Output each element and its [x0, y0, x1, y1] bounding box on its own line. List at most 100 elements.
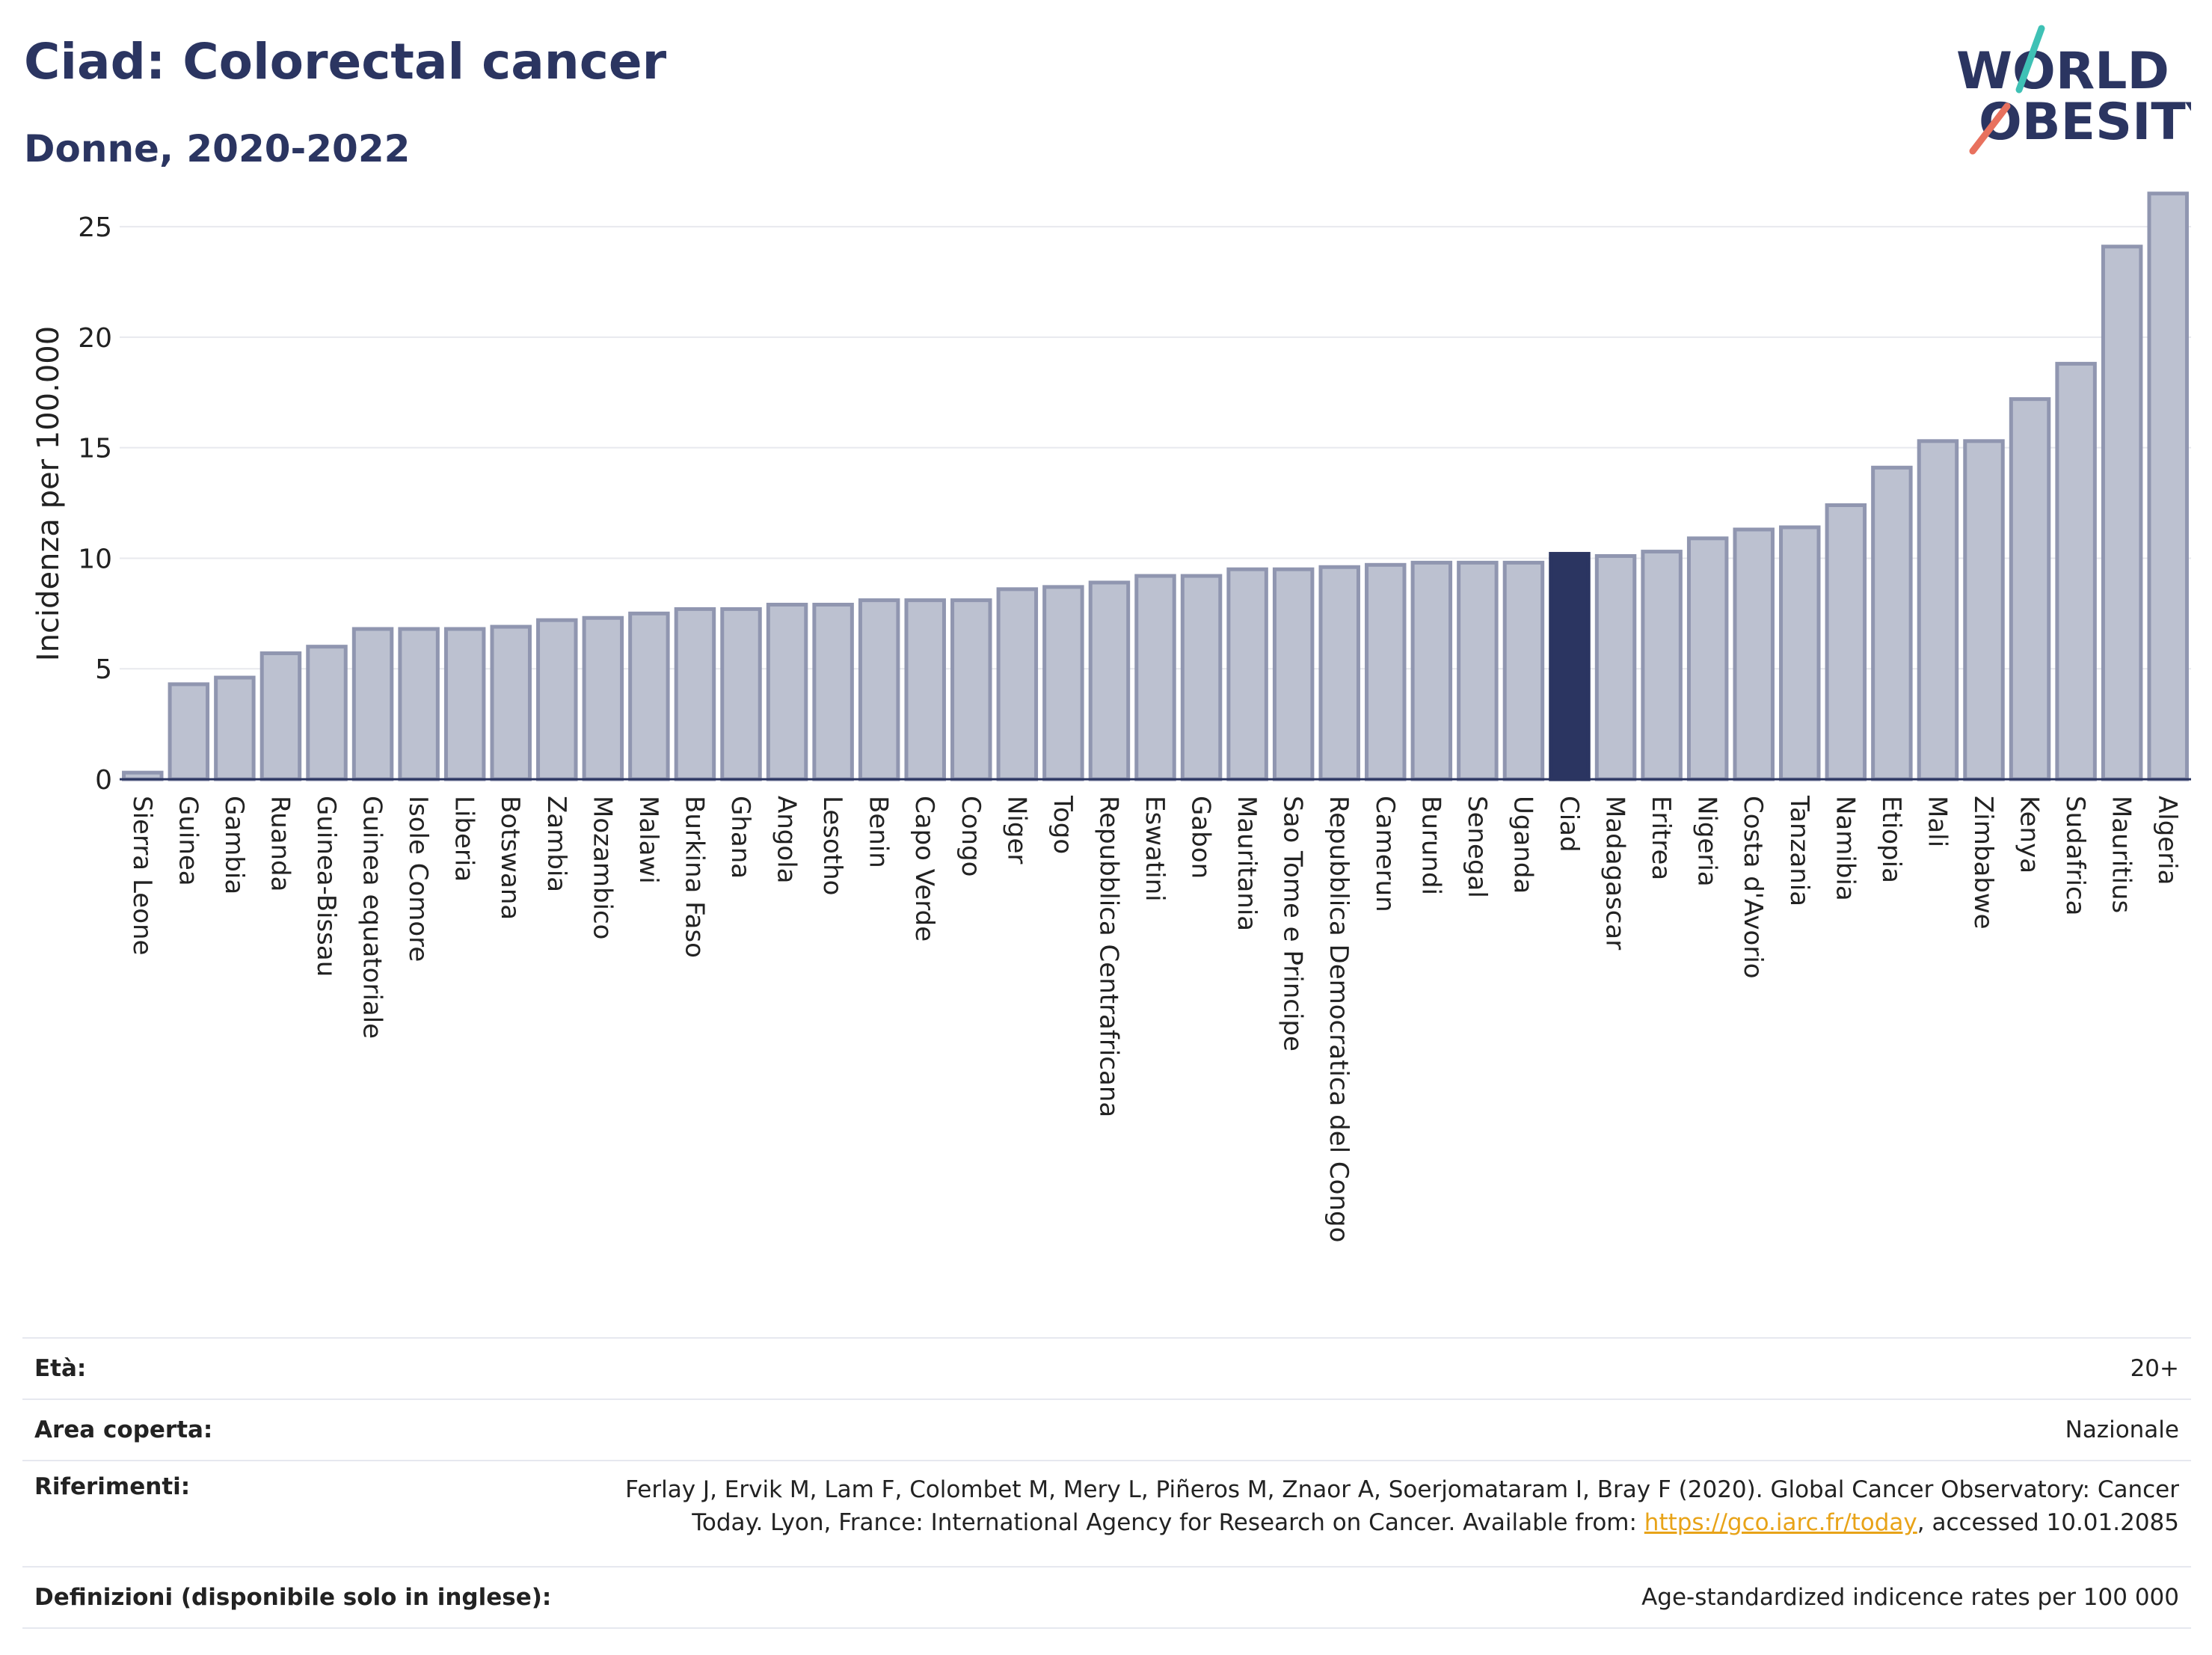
bar-mauritius — [2101, 245, 2143, 782]
bar-zambia — [536, 618, 578, 782]
x-tick-label: Angola — [772, 796, 802, 883]
info-row-age: Età: 20+ — [22, 1337, 2191, 1400]
age-label: Età: — [22, 1337, 577, 1400]
info-table: Età: 20+ Area coperta: Nazionale Riferim… — [22, 1337, 2191, 1629]
bar-malawi — [628, 611, 670, 782]
bar-capo-verde — [904, 598, 946, 782]
x-tick-label: Etiopia — [1876, 796, 1906, 883]
y-tick-label: 10 — [78, 544, 112, 574]
references-link[interactable]: https://gco.iarc.fr/today — [1644, 1509, 1917, 1536]
x-tick-label: Botswana — [495, 796, 525, 920]
x-tick-label: Guinea equatoriale — [357, 796, 387, 1039]
x-tick-label: Uganda — [1508, 796, 1537, 894]
x-tick-label: Guinea-Bissau — [311, 796, 341, 977]
x-tick-label: Sao Tome e Principe — [1278, 796, 1308, 1051]
bar-uganda — [1502, 560, 1545, 782]
world-obesity-logo: WORLD OBESITY — [1956, 25, 2191, 155]
bar-isole-comore — [398, 627, 440, 782]
bar-tanzania — [1779, 525, 1821, 782]
bar-ciad — [1549, 552, 1591, 782]
x-tick-label: Kenya — [2015, 796, 2044, 873]
definitions-value: Age-standardized indicence rates per 100… — [576, 1566, 2191, 1629]
x-tick-label: Burundi — [1416, 796, 1446, 895]
x-tick-label: Ciad — [1554, 796, 1584, 853]
logo-slash-teal — [2015, 25, 2045, 93]
bar-chart: 0 5 10 15 20 25 Sierra Leone Guinea Gambia Ruand… — [31, 191, 2191, 1242]
y-tick-label: 0 — [95, 765, 112, 796]
x-axis-labels: Sierra Leone Guinea Gambia Ruanda Guinea-Bis… — [127, 795, 2182, 1242]
bar-benin — [858, 598, 900, 782]
x-tick-label: Mauritius — [2107, 796, 2136, 913]
x-tick-label: Zimbabwe — [1968, 796, 1998, 930]
y-tick-label: 20 — [78, 323, 112, 354]
references-label: Riferimenti: — [22, 1460, 577, 1568]
x-tick-label: Repubblica Centrafricana — [1093, 796, 1123, 1117]
bar-repubblica-democratica-del-congo — [1318, 565, 1360, 782]
x-tick-label: Sudafrica — [2060, 796, 2090, 915]
bar-etiopia — [1871, 465, 1913, 782]
bar-eritrea — [1641, 550, 1683, 782]
x-tick-label: Gambia — [219, 796, 249, 894]
info-row-references: Riferimenti: Ferlay J, Ervik M, Lam F, C… — [22, 1460, 2191, 1568]
bars — [122, 191, 2189, 782]
bar-guinea-equatoriale — [351, 627, 394, 782]
bar-botswana — [490, 624, 532, 782]
bar-madagascar — [1594, 553, 1637, 782]
bar-costa-d-avorio — [1733, 527, 1775, 782]
bar-burundi — [1410, 560, 1453, 782]
bar-ghana — [720, 607, 762, 782]
bar-angola — [766, 603, 808, 782]
definitions-label: Definizioni (disponibile solo in inglese… — [22, 1566, 577, 1629]
bar-guinea-bissau — [306, 645, 348, 782]
bar-mali — [1917, 439, 1959, 782]
y-axis-title: Incidenza per 100.000 — [31, 326, 66, 661]
bar-algeria — [2147, 191, 2189, 782]
bar-eswatini — [1134, 574, 1176, 782]
bar-togo — [1042, 585, 1084, 782]
x-tick-label: Costa d'Avorio — [1738, 796, 1768, 979]
chart-subtitle: Donne, 2020-2022 — [24, 127, 411, 171]
bar-nigeria — [1686, 536, 1729, 782]
logo-word-1: WORLD — [1956, 42, 2169, 101]
bar-sudafrica — [2055, 361, 2097, 782]
bar-niger — [996, 587, 1039, 782]
x-tick-label: Burkina Faso — [679, 796, 709, 958]
x-tick-label: Liberia — [449, 796, 479, 882]
references-value: Ferlay J, Ervik M, Lam F, Colombet M, Me… — [576, 1460, 2191, 1568]
logo-word-2: OBESITY — [1979, 93, 2191, 152]
bar-namibia — [1825, 503, 1867, 782]
x-tick-label: Malawi — [633, 796, 663, 884]
bar-camerun — [1365, 562, 1407, 782]
x-tick-label: Benin — [864, 796, 894, 868]
x-tick-label: Ghana — [725, 796, 755, 879]
bar-kenya — [2009, 397, 2051, 782]
chart-title: Ciad: Colorectal cancer — [24, 33, 667, 90]
bar-guinea — [168, 682, 210, 782]
logo-slash-coral — [1969, 102, 2011, 155]
info-row-area: Area coperta: Nazionale — [22, 1398, 2191, 1461]
x-tick-label: Niger — [1001, 796, 1031, 864]
x-tick-label: Sierra Leone — [127, 796, 157, 955]
bar-senegal — [1457, 560, 1499, 782]
area-value: Nazionale — [576, 1398, 2191, 1461]
bar-sao-tome-e-principe — [1272, 567, 1315, 782]
x-tick-label: Capo Verde — [909, 796, 939, 942]
bar-mauritania — [1226, 567, 1268, 782]
x-tick-label: Lesotho — [817, 796, 847, 895]
y-tick-label: 25 — [78, 212, 112, 243]
bar-lesotho — [812, 603, 854, 782]
x-tick-label: Mozambico — [587, 796, 617, 939]
x-tick-label: Gabon — [1186, 796, 1216, 879]
bar-gambia — [214, 675, 256, 782]
x-tick-label: Congo — [956, 796, 986, 876]
x-tick-label: Ruanda — [265, 796, 295, 891]
x-tick-label: Camerun — [1370, 796, 1400, 912]
x-tick-label: Guinea — [173, 796, 203, 886]
x-tick-label: Eswatini — [1140, 796, 1170, 902]
bar-gabon — [1180, 574, 1223, 782]
x-tick-label: Madagascar — [1600, 796, 1630, 950]
area-label: Area coperta: — [22, 1398, 577, 1461]
bar-ruanda — [259, 651, 302, 782]
x-tick-label: Togo — [1048, 795, 1078, 854]
bar-mozambico — [582, 615, 624, 782]
